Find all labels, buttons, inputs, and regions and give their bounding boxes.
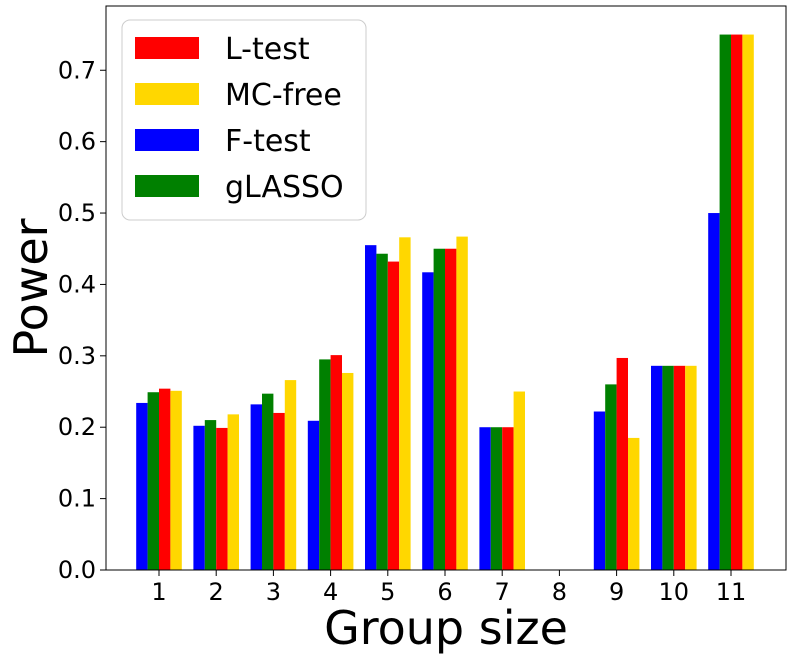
bar-mc-free-9 — [628, 437, 640, 570]
x-tick-label: 7 — [495, 578, 510, 606]
bar-f-test-10 — [651, 365, 663, 570]
bar-l-test-4 — [330, 355, 342, 570]
bar-glasso-2 — [204, 420, 217, 570]
bar-l-test-1 — [159, 388, 171, 570]
bar-mc-free-2 — [227, 414, 239, 570]
y-tick-label: 0.3 — [58, 342, 96, 370]
x-tick-label: 8 — [552, 578, 567, 606]
y-tick-label: 0.5 — [58, 199, 96, 227]
legend-label: MC-free — [225, 78, 342, 113]
bar-f-test-4 — [307, 420, 320, 570]
x-axis: 1 2 3 4 5 6 7 8 9 10 11 — [151, 570, 746, 606]
x-tick-label: 3 — [266, 578, 281, 606]
bar-glasso-6 — [433, 248, 445, 571]
y-tick-label: 0.6 — [58, 128, 96, 156]
bar-l-test-10 — [673, 365, 686, 570]
y-tick-label: 0.1 — [58, 485, 96, 513]
bar-mc-free-4 — [342, 372, 354, 570]
bar-l-test-5 — [387, 261, 400, 570]
legend-label: L-test — [225, 32, 310, 67]
bar-mc-free-11 — [742, 34, 754, 571]
x-tick-label: 1 — [151, 578, 166, 606]
bar-mc-free-3 — [284, 380, 297, 570]
bar-f-test-5 — [365, 245, 377, 570]
bar-l-test-11 — [731, 34, 743, 571]
bar-glasso-9 — [605, 384, 617, 570]
plot-frame — [105, 5, 787, 571]
y-tick-label: 0.2 — [58, 413, 96, 441]
bar-glasso-1 — [147, 392, 159, 570]
y-axis: 0.0 0.1 0.2 0.3 0.4 0.5 0.6 0.7 — [58, 56, 106, 584]
bar-mc-free-5 — [399, 237, 411, 570]
legend-swatch-glasso — [135, 175, 199, 197]
bar-l-test-3 — [273, 412, 285, 570]
x-tick-label: 5 — [380, 578, 395, 606]
y-tick-label: 0.0 — [58, 556, 96, 584]
legend-label: F-test — [225, 124, 311, 159]
bar-f-test-2 — [193, 425, 205, 570]
bar-glasso-3 — [262, 393, 274, 570]
bar-f-test-3 — [250, 404, 262, 570]
y-axis-title: Power — [4, 218, 58, 357]
bar-l-test-9 — [616, 357, 628, 570]
y-tick-label: 0.4 — [58, 270, 96, 298]
legend-label: gLASSO — [225, 170, 344, 205]
y-tick-label: 0.7 — [58, 56, 96, 84]
legend-swatch-f-test — [135, 129, 199, 151]
bar-glasso-4 — [319, 359, 331, 570]
legend-swatch-mc-free — [135, 83, 199, 105]
legend-box — [121, 19, 367, 221]
bar-glasso-7 — [490, 427, 503, 570]
bar-glasso-5 — [376, 253, 388, 571]
bar-l-test-7 — [502, 427, 514, 570]
bar-l-test-2 — [216, 427, 228, 570]
x-tick-label: 10 — [659, 578, 690, 606]
x-tick-label: 6 — [437, 578, 452, 606]
x-tick-label: 11 — [716, 578, 747, 606]
x-tick-label: 2 — [209, 578, 224, 606]
bar-mc-free-10 — [685, 365, 697, 570]
bar-mc-free-1 — [170, 390, 182, 570]
bar-mc-free-6 — [456, 236, 468, 570]
bar-glasso-10 — [662, 365, 674, 570]
bars-layer — [136, 34, 754, 571]
bar-f-test-1 — [136, 402, 148, 570]
x-tick-label: 4 — [323, 578, 338, 606]
bar-glasso-11 — [719, 34, 731, 571]
legend-swatch-l-test — [135, 37, 199, 59]
x-tick-label: 9 — [609, 578, 624, 606]
bar-l-test-6 — [445, 248, 457, 571]
bar-f-test-11 — [708, 213, 720, 571]
bar-f-test-7 — [479, 427, 491, 570]
bar-f-test-6 — [422, 272, 434, 570]
x-axis-title: Group size — [324, 601, 568, 655]
legend: L-test MC-free F-test gLASSO — [121, 19, 367, 221]
bar-f-test-9 — [593, 411, 606, 570]
bar-mc-free-7 — [513, 391, 525, 570]
